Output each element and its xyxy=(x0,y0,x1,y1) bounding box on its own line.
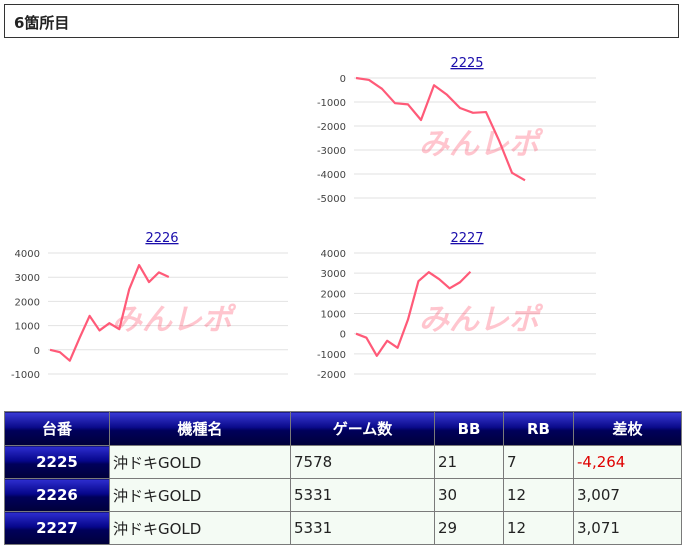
rb-count: 7 xyxy=(503,445,574,479)
rb-count: 12 xyxy=(503,511,574,545)
y-tick-label: 2000 xyxy=(15,297,40,308)
coin-difference: 3,071 xyxy=(573,511,682,545)
y-tick-label: -2000 xyxy=(317,122,346,133)
game-count: 7578 xyxy=(290,445,435,479)
y-tick-label: 1000 xyxy=(321,310,346,321)
y-tick-label: -1000 xyxy=(317,350,346,361)
machine-name: 沖ドキGOLD xyxy=(109,511,291,545)
chart-title-link[interactable]: 2227 xyxy=(450,231,483,246)
y-tick-label: 0 xyxy=(340,74,346,85)
watermark-logo: みんレポ xyxy=(419,303,544,338)
watermark-logo: みんレポ xyxy=(419,127,544,162)
y-tick-label: 1000 xyxy=(15,322,40,333)
col-header-diff: 差枚 xyxy=(573,411,682,446)
chart-2226: 2226 4000 3000 2000 1000 0 -1000 みんレポ xyxy=(11,231,288,381)
col-header-bb: BB xyxy=(434,411,504,446)
section-header: 6箇所目 xyxy=(4,4,679,38)
y-tick-label: -4000 xyxy=(317,170,346,181)
chart-2227: 2227 4000 3000 2000 1000 0 -1000 -2000 みんレポ xyxy=(317,231,596,381)
coin-difference: 3,007 xyxy=(573,478,682,512)
section-title: 6箇所目 xyxy=(14,14,70,32)
col-header-rb: RB xyxy=(503,411,574,446)
col-header-machine: 機種名 xyxy=(109,411,291,446)
table-row: 2227 沖ドキGOLD 5331 29 12 3,071 xyxy=(4,511,682,545)
y-tick-label: 3000 xyxy=(321,269,346,280)
rb-count: 12 xyxy=(503,478,574,512)
table-header-row: 台番 機種名 ゲーム数 BB RB 差枚 xyxy=(4,411,682,446)
coin-difference: -4,264 xyxy=(573,445,682,479)
machine-number: 2226 xyxy=(4,478,110,512)
y-tick-label: 0 xyxy=(34,346,40,357)
col-header-id: 台番 xyxy=(4,411,110,446)
series-line xyxy=(355,270,472,357)
y-tick-label: -3000 xyxy=(317,146,346,157)
machine-number: 2225 xyxy=(4,445,110,479)
y-tick-label: 2000 xyxy=(321,289,346,300)
y-tick-label: 4000 xyxy=(321,249,346,260)
data-table: 台番 機種名 ゲーム数 BB RB 差枚 2225 沖ドキGOLD 7578 2… xyxy=(4,411,682,545)
table-row: 2226 沖ドキGOLD 5331 30 12 3,007 xyxy=(4,478,682,512)
chart-2225: 2225 0 -1000 -2000 -3000 -4000 -5000 みんレポ xyxy=(317,56,596,205)
col-header-games: ゲーム数 xyxy=(290,411,435,446)
y-tick-label: -1000 xyxy=(317,98,346,109)
machine-name: 沖ドキGOLD xyxy=(109,445,291,479)
series-line xyxy=(49,263,170,362)
bb-count: 21 xyxy=(434,445,504,479)
game-count: 5331 xyxy=(290,511,435,545)
machine-name: 沖ドキGOLD xyxy=(109,478,291,512)
series-line xyxy=(355,76,526,182)
watermark-logo: みんレポ xyxy=(112,303,237,338)
y-tick-label: 0 xyxy=(340,330,346,341)
y-tick-label: 3000 xyxy=(15,273,40,284)
y-tick-label: -2000 xyxy=(317,370,346,381)
bb-count: 29 xyxy=(434,511,504,545)
chart-title-link[interactable]: 2226 xyxy=(145,231,178,246)
bb-count: 30 xyxy=(434,478,504,512)
y-tick-label: 4000 xyxy=(15,249,40,260)
chart-title-link[interactable]: 2225 xyxy=(450,56,483,71)
game-count: 5331 xyxy=(290,478,435,512)
y-tick-label: -1000 xyxy=(11,370,40,381)
machine-number: 2227 xyxy=(4,511,110,545)
y-tick-label: -5000 xyxy=(317,194,346,205)
table-row: 2225 沖ドキGOLD 7578 21 7 -4,264 xyxy=(4,445,682,479)
